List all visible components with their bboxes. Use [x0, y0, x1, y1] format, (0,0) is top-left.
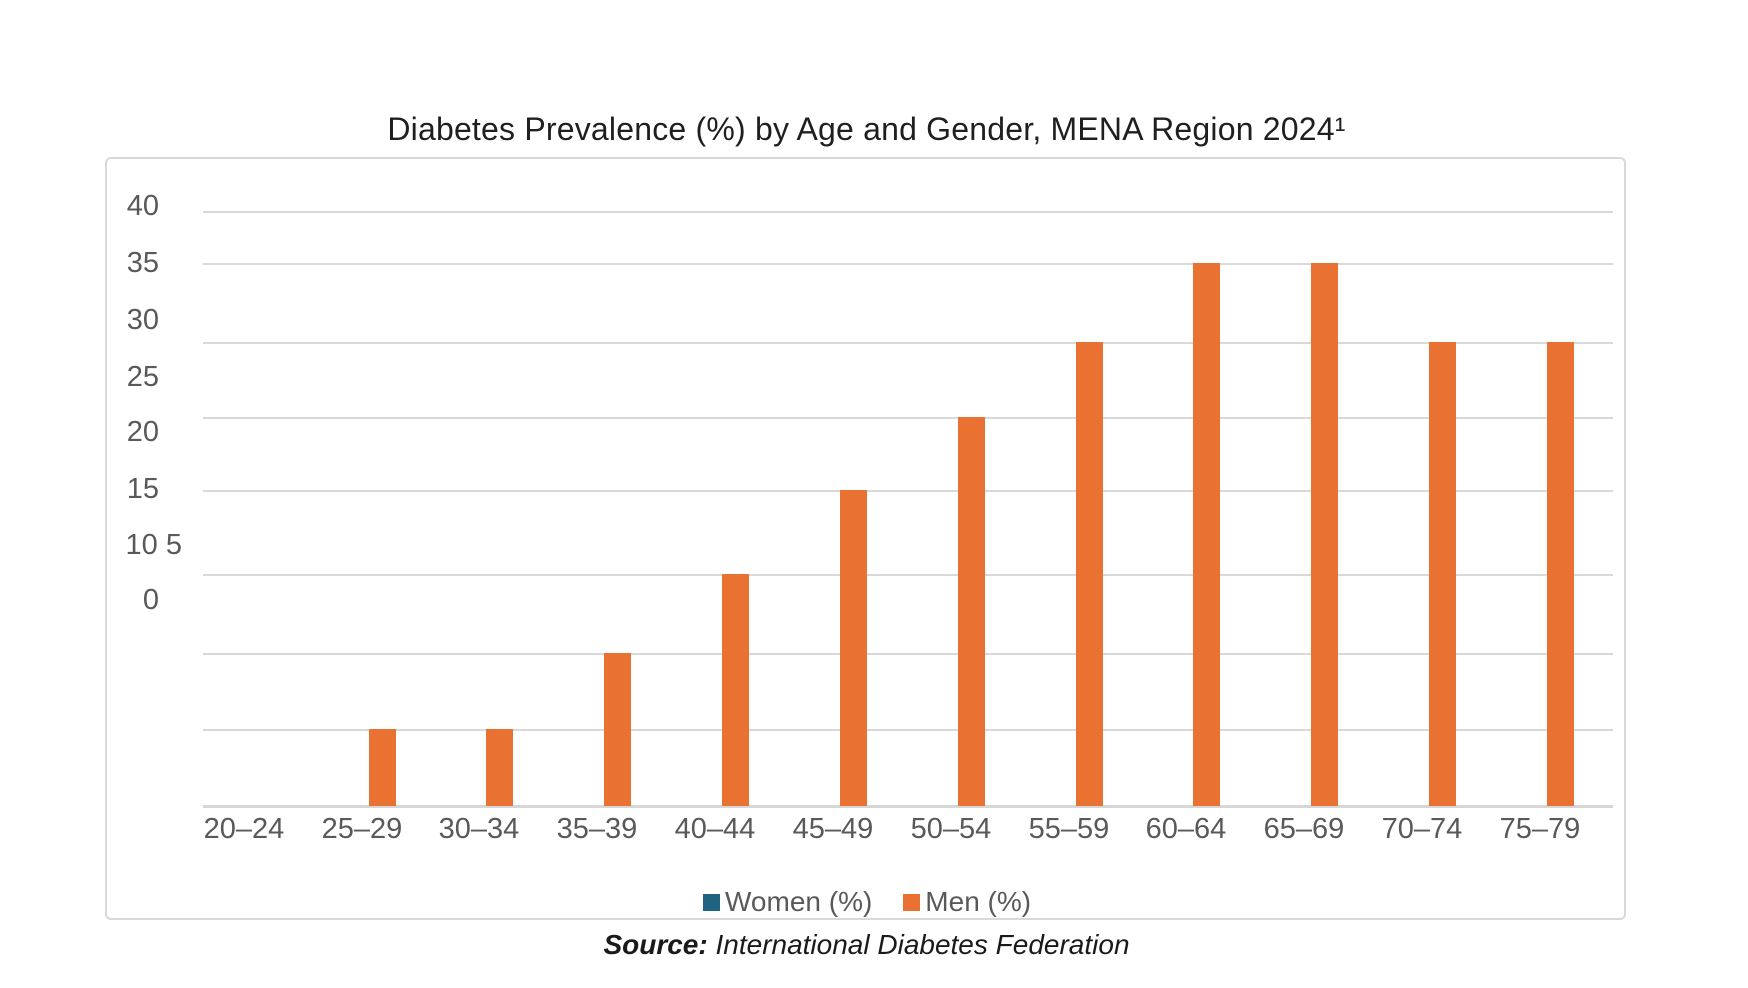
bar-men-30–34	[486, 729, 513, 806]
x-axis-tick-label: 65–69	[1263, 813, 1345, 845]
y-axis-tick-label: 40	[126, 190, 159, 222]
y-axis-tick-label: 20	[126, 416, 159, 448]
y-axis-tick-label: 35	[126, 247, 159, 279]
bar-men-35–39	[604, 653, 631, 806]
gridline	[203, 211, 1613, 213]
source-label: Source:	[603, 929, 708, 960]
bar-men-70–74	[1429, 342, 1456, 806]
x-axis-tick-label: 30–34	[438, 813, 520, 845]
x-axis-line	[203, 805, 1613, 808]
x-axis-tick-label: 70–74	[1381, 813, 1463, 845]
gridline	[203, 729, 1613, 731]
legend-label-women: Women (%)	[725, 886, 873, 917]
x-axis-tick-label: 50–54	[910, 813, 992, 845]
y-axis-tick-label: 10 5	[125, 529, 182, 561]
x-axis-tick-label: 25–29	[321, 813, 403, 845]
y-axis-tick-label: 15	[126, 473, 159, 505]
x-axis-tick-label: 35–39	[556, 813, 638, 845]
bar-men-60–64	[1193, 263, 1220, 806]
legend-item-men: Men (%)	[903, 886, 1031, 918]
x-axis-tick-label: 75–79	[1499, 813, 1581, 845]
y-axis-tick-label: 25	[126, 361, 159, 393]
legend-label-men: Men (%)	[925, 886, 1032, 917]
bar-men-45–49	[840, 490, 867, 806]
y-axis-tick-label: 0	[142, 584, 159, 616]
legend-item-women: Women (%)	[703, 886, 872, 918]
chart-title: Diabetes Prevalence (%) by Age and Gende…	[387, 111, 1346, 147]
bar-men-75–79	[1547, 342, 1574, 806]
x-axis-tick-label: 20–24	[203, 813, 285, 845]
x-axis-tick-label: 55–59	[1028, 813, 1110, 845]
gridline	[203, 263, 1613, 265]
x-axis-tick-label: 60–64	[1145, 813, 1227, 845]
source-note: Source: International Diabetes Federatio…	[105, 929, 1628, 961]
bar-men-50–54	[958, 417, 985, 806]
bar-men-40–44	[722, 574, 749, 806]
x-axis-tick-label: 40–44	[674, 813, 756, 845]
bar-men-55–59	[1076, 342, 1103, 806]
y-axis-tick-label: 30	[126, 304, 159, 336]
gridline	[203, 342, 1613, 344]
bar-men-65–69	[1311, 263, 1338, 806]
source-body: International Diabetes Federation	[715, 929, 1130, 960]
gridline	[203, 490, 1613, 492]
gridline	[203, 574, 1613, 576]
bar-men-25–29	[369, 729, 396, 806]
gridline	[203, 417, 1613, 419]
men-swatch-icon	[903, 893, 921, 911]
legend: Women (%) Men (%)	[703, 886, 1031, 918]
gridline	[203, 653, 1613, 655]
x-axis-tick-label: 45–49	[792, 813, 874, 845]
women-swatch-icon	[703, 893, 720, 911]
